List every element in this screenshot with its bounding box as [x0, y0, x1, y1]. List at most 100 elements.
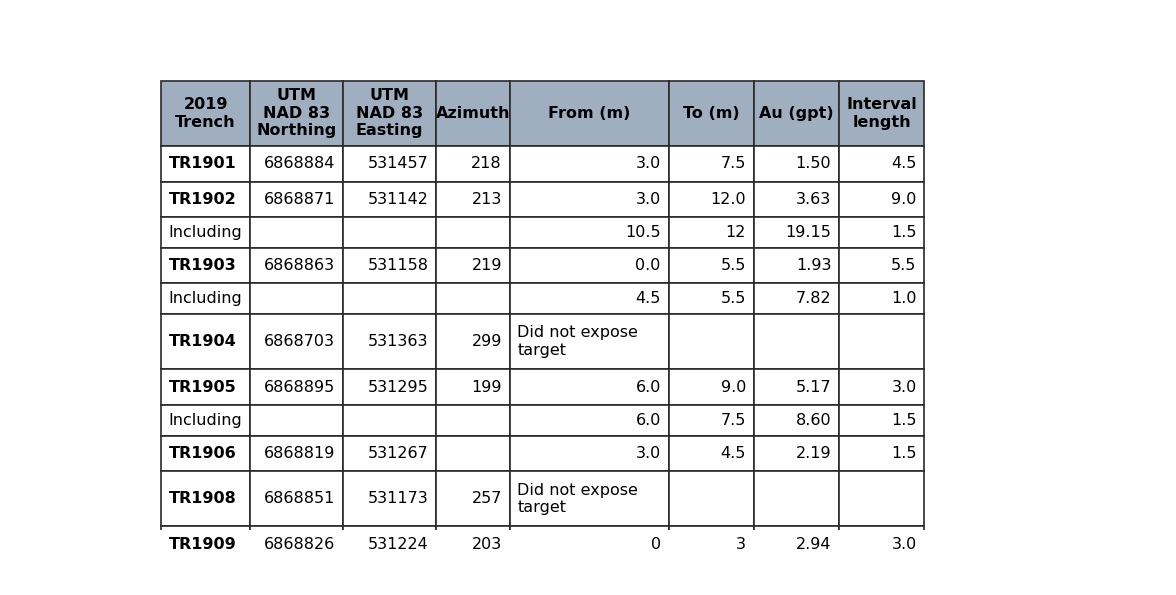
Text: 203: 203	[472, 537, 502, 552]
Bar	[161, 81, 250, 146]
Text: 12.0: 12.0	[710, 192, 746, 206]
Bar	[343, 248, 436, 283]
Bar	[838, 217, 924, 248]
Text: TR1902: TR1902	[168, 192, 236, 206]
Bar	[250, 369, 343, 405]
Bar	[669, 527, 754, 562]
Text: 1.93: 1.93	[796, 258, 831, 273]
Text: 1.5: 1.5	[891, 225, 916, 240]
Bar	[754, 369, 838, 405]
Text: Azimuth: Azimuth	[435, 106, 510, 121]
Text: 19.15: 19.15	[786, 225, 831, 240]
Bar	[161, 314, 250, 369]
Bar	[250, 471, 343, 527]
Text: 6.0: 6.0	[635, 413, 661, 428]
Text: From (m): From (m)	[548, 106, 630, 121]
Bar	[754, 314, 838, 369]
Bar	[509, 405, 669, 436]
Bar	[436, 283, 509, 314]
Text: Including: Including	[168, 225, 242, 240]
Bar	[669, 471, 754, 527]
Text: 6.0: 6.0	[635, 380, 661, 394]
Text: 2.19: 2.19	[796, 446, 831, 461]
Bar	[838, 405, 924, 436]
Text: 4.5: 4.5	[635, 291, 661, 306]
Bar	[754, 181, 838, 217]
Bar	[754, 146, 838, 181]
Text: 1.5: 1.5	[891, 446, 916, 461]
Bar	[343, 369, 436, 405]
Text: TR1904: TR1904	[168, 334, 236, 349]
Text: 6868895: 6868895	[265, 380, 335, 394]
Text: 3.0: 3.0	[635, 156, 661, 171]
Text: 7.5: 7.5	[721, 413, 746, 428]
Bar	[436, 248, 509, 283]
Bar	[250, 181, 343, 217]
Text: UTM
NAD 83
Northing: UTM NAD 83 Northing	[256, 89, 336, 138]
Bar	[250, 314, 343, 369]
Bar	[343, 283, 436, 314]
Bar	[669, 436, 754, 471]
Text: 5.5: 5.5	[891, 258, 916, 273]
Bar	[250, 405, 343, 436]
Bar	[838, 146, 924, 181]
Text: 531457: 531457	[368, 156, 428, 171]
Text: 3.0: 3.0	[891, 537, 916, 552]
Bar	[161, 146, 250, 181]
Text: 213: 213	[472, 192, 502, 206]
Bar	[509, 436, 669, 471]
Text: TR1906: TR1906	[168, 446, 236, 461]
Bar	[838, 527, 924, 562]
Bar	[754, 248, 838, 283]
Bar	[250, 217, 343, 248]
Bar	[343, 527, 436, 562]
Text: 9.0: 9.0	[891, 192, 916, 206]
Text: 2.94: 2.94	[796, 537, 831, 552]
Bar	[436, 436, 509, 471]
Bar	[838, 283, 924, 314]
Bar	[250, 283, 343, 314]
Bar	[436, 369, 509, 405]
Bar	[509, 527, 669, 562]
Bar	[161, 283, 250, 314]
Bar	[161, 248, 250, 283]
Bar	[509, 369, 669, 405]
Text: Including: Including	[168, 413, 242, 428]
Bar	[509, 283, 669, 314]
Text: 1.0: 1.0	[891, 291, 916, 306]
Text: 6868851: 6868851	[263, 491, 335, 506]
Bar	[343, 471, 436, 527]
Bar	[838, 181, 924, 217]
Bar	[250, 436, 343, 471]
Bar	[754, 405, 838, 436]
Text: 531173: 531173	[368, 491, 428, 506]
Bar	[343, 436, 436, 471]
Bar	[509, 146, 669, 181]
Text: 8.60: 8.60	[796, 413, 831, 428]
Text: 5.17: 5.17	[796, 380, 831, 394]
Text: 257: 257	[472, 491, 502, 506]
Bar	[669, 81, 754, 146]
Bar	[509, 471, 669, 527]
Bar	[250, 248, 343, 283]
Bar	[669, 146, 754, 181]
Text: Au (gpt): Au (gpt)	[760, 106, 834, 121]
Text: 531224: 531224	[368, 537, 428, 552]
Bar	[669, 181, 754, 217]
Text: TR1908: TR1908	[168, 491, 236, 506]
Bar	[838, 369, 924, 405]
Text: 0: 0	[650, 537, 661, 552]
Bar	[754, 217, 838, 248]
Bar	[436, 471, 509, 527]
Text: Interval
length: Interval length	[847, 97, 917, 130]
Text: 4.5: 4.5	[721, 446, 746, 461]
Text: 7.82: 7.82	[796, 291, 831, 306]
Bar	[838, 248, 924, 283]
Text: 6868884: 6868884	[263, 156, 335, 171]
Text: 3: 3	[736, 537, 746, 552]
Text: 2019
Trench: 2019 Trench	[175, 97, 236, 130]
Bar	[754, 471, 838, 527]
Text: 199: 199	[472, 380, 502, 394]
Bar	[838, 436, 924, 471]
Text: TR1909: TR1909	[168, 537, 236, 552]
